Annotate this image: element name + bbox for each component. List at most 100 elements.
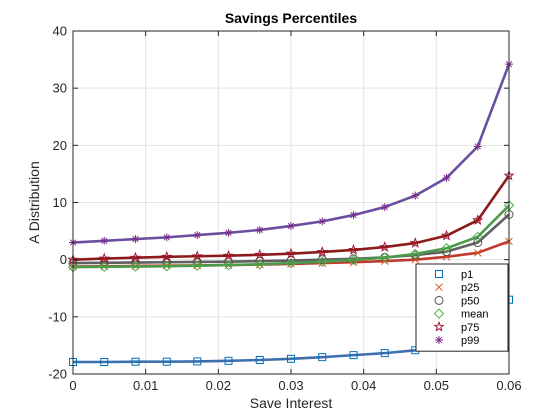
legend-label: p50 xyxy=(461,295,479,307)
y-tick-label: 10 xyxy=(53,195,67,210)
point-p99 xyxy=(349,211,358,220)
series-mean xyxy=(67,200,515,273)
legend-marker-p1 xyxy=(435,270,443,278)
point-mean xyxy=(254,259,265,270)
point-p99 xyxy=(224,228,233,237)
legend-marker-mean xyxy=(433,308,445,319)
point-p1 xyxy=(287,354,295,363)
legend-label: mean xyxy=(461,309,489,321)
point-mean xyxy=(379,252,390,263)
point-mean xyxy=(192,260,203,271)
x-tick-label: 0.06 xyxy=(496,378,521,393)
point-p75 xyxy=(191,250,203,262)
point-mean xyxy=(161,261,172,272)
legend-marker-p50 xyxy=(434,295,444,305)
legend-item-p75: p75 xyxy=(433,320,479,334)
legend-label: p25 xyxy=(461,282,479,294)
x-tick-label: 0 xyxy=(69,378,76,393)
point-p75 xyxy=(472,214,484,226)
series-p99 xyxy=(69,60,513,247)
point-p75 xyxy=(98,252,110,264)
point-p1 xyxy=(255,355,264,364)
point-mean xyxy=(99,261,110,273)
legend-item-p25: p25 xyxy=(435,282,479,294)
legend-label: p1 xyxy=(461,269,473,281)
point-p50 xyxy=(317,255,327,265)
y-tick-label: 30 xyxy=(53,81,67,96)
point-p99 xyxy=(100,236,109,245)
point-p1 xyxy=(349,351,358,360)
legend-label: p75 xyxy=(461,322,479,334)
point-p1 xyxy=(162,357,171,366)
tick-labels: 0 0.01 0.02 0.03 0.04 0.05 0.06 -20 -10 0 10 20 30 40 xyxy=(48,24,521,394)
series-line-p75 xyxy=(72,174,511,261)
x-axis-label: Save Interest xyxy=(250,395,333,411)
y-tick-label: 40 xyxy=(53,24,67,39)
legend-marker-p99 xyxy=(435,336,443,344)
point-p99 xyxy=(193,231,202,240)
point-p50 xyxy=(286,256,296,266)
series-p75 xyxy=(67,169,515,265)
point-p99 xyxy=(162,233,171,242)
point-mean xyxy=(317,256,328,267)
point-p1 xyxy=(318,353,327,362)
point-mean xyxy=(410,248,421,260)
point-p75 xyxy=(440,229,453,241)
point-mean xyxy=(223,259,234,271)
point-p25 xyxy=(473,248,482,257)
x-tick-label: 0.02 xyxy=(206,378,231,393)
legend-box xyxy=(415,263,509,352)
y-tick-label: -20 xyxy=(48,367,67,382)
point-p99 xyxy=(287,221,295,230)
point-p75 xyxy=(222,249,235,261)
point-p75 xyxy=(129,251,142,263)
point-p1 xyxy=(193,357,202,366)
point-p99 xyxy=(131,235,140,244)
x-tick-label: 0.04 xyxy=(351,378,376,393)
y-tick-label: -10 xyxy=(48,309,67,324)
series-line-p50 xyxy=(72,213,510,265)
point-p99 xyxy=(473,142,482,151)
point-p25 xyxy=(442,252,451,261)
series-layer xyxy=(67,60,515,366)
point-p1 xyxy=(100,357,109,366)
point-p99 xyxy=(318,217,327,226)
point-p99 xyxy=(411,191,420,200)
point-p1 xyxy=(380,349,389,358)
point-p99 xyxy=(380,203,389,212)
point-p50 xyxy=(473,238,483,248)
legend-item-p99: p99 xyxy=(435,335,479,347)
point-p75 xyxy=(316,246,328,257)
x-tick-label: 0.01 xyxy=(133,378,158,393)
legend-item-p50: p50 xyxy=(434,295,479,307)
point-p1 xyxy=(131,357,140,366)
point-p75 xyxy=(409,237,421,248)
chart-title: Savings Percentiles xyxy=(225,10,358,26)
point-mean xyxy=(348,254,359,266)
legend-item-mean: mean xyxy=(433,308,489,321)
y-tick-label: 0 xyxy=(60,252,67,267)
point-p25 xyxy=(411,255,420,264)
series-line-mean xyxy=(72,204,510,269)
y-tick-label: 20 xyxy=(53,138,67,153)
legend-marker-p25 xyxy=(435,283,443,292)
point-p75 xyxy=(254,248,266,260)
y-axis-label: A Distribution xyxy=(26,161,42,243)
point-mean xyxy=(441,243,452,254)
point-p99 xyxy=(255,225,264,234)
point-p75 xyxy=(347,244,360,255)
legend-item-p1: p1 xyxy=(435,269,473,281)
legend-label: p99 xyxy=(461,335,479,347)
x-tick-label: 0.05 xyxy=(424,378,449,393)
point-mean xyxy=(130,261,141,272)
point-p75 xyxy=(161,250,173,262)
point-mean xyxy=(472,231,483,243)
x-tick-label: 0.03 xyxy=(278,378,303,393)
legend-marker-p75 xyxy=(433,320,445,332)
point-p99 xyxy=(442,173,451,182)
point-p75 xyxy=(285,247,297,259)
point-mean xyxy=(285,257,297,269)
point-p75 xyxy=(379,241,391,252)
